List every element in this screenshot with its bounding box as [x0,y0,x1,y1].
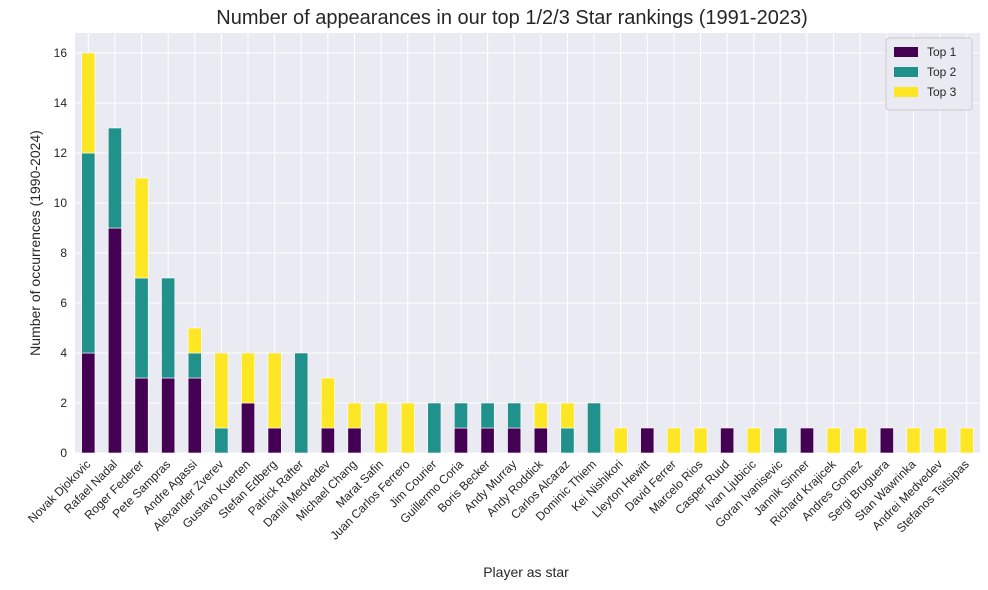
y-tick-label: 2 [60,396,67,410]
y-axis-label: Number of occurrences (1990-2024) [27,130,43,356]
bar-segment [134,277,149,379]
bar-segment [959,427,974,454]
legend-label: Top 3 [927,85,957,99]
bar-segment [187,352,202,379]
bar-segment [161,277,176,379]
bar-segment [187,327,202,354]
bar-segment [81,52,96,154]
bar-segment [720,427,735,454]
legend-swatch [894,67,918,77]
bar-segment [294,352,309,454]
bar-segment [454,402,468,429]
bar-segment [560,427,575,454]
bar-segment [746,427,761,454]
bar-segment [134,377,149,454]
y-tick-label: 6 [60,296,67,310]
y-axis-ticks: 0 2 4 6 8 10 12 14 16 [54,46,68,460]
y-tick-label: 8 [60,246,67,260]
bar-segment [640,427,655,454]
bar-segment [107,127,122,229]
legend-swatch [894,87,918,97]
bar-segment [81,152,96,354]
bar-segment [933,427,948,454]
bar-segment [800,427,814,454]
bar-segment [161,377,176,454]
bar-segment [879,427,894,454]
bar-segment [853,427,868,454]
bar-segment [666,427,681,454]
bar-segment [107,227,122,454]
legend: Top 1 Top 2 Top 3 [885,37,973,111]
bar-segment [320,377,335,429]
y-tick-label: 0 [60,446,67,460]
bar-segment [267,427,282,454]
bar-segment [454,427,468,454]
bar-segment [773,427,788,454]
bar-segment [374,402,389,454]
y-tick-label: 10 [54,196,68,210]
bar-segment [187,377,202,454]
y-tick-label: 16 [54,46,68,60]
y-tick-label: 14 [54,96,68,110]
bar-segment [400,402,415,454]
bar-segment [613,427,628,454]
bar-segment [480,402,495,429]
y-tick-label: 12 [54,146,68,160]
bar-segment [587,402,601,454]
bar-segment [693,427,708,454]
bar-segment [480,427,495,454]
bar-segment [320,427,335,454]
y-tick-label: 4 [60,346,67,360]
bar-segment [507,427,522,454]
bar-segment [214,352,229,429]
bar-segment [560,402,575,429]
bar-segment [134,177,149,279]
x-axis-label: Player as star [483,564,569,580]
plot-area [75,33,980,453]
bar-segment [267,352,282,429]
bar-segment [533,402,548,429]
bar-segment [347,402,362,429]
bar-segment [81,352,96,454]
legend-swatch [894,47,918,57]
legend-label: Top 1 [927,45,957,59]
bar-segment [347,427,362,454]
legend-label: Top 2 [927,65,957,79]
bar-segment [241,402,255,454]
bar-segment [533,427,548,454]
bar-segment [507,402,522,429]
chart-title: Number of appearances in our top 1/2/3 S… [216,7,807,29]
bar-segment [906,427,921,454]
bar-segment [214,427,229,454]
bar-segment [427,402,442,454]
bars [81,52,974,454]
bar-segment [826,427,841,454]
bar-segment [241,352,255,404]
